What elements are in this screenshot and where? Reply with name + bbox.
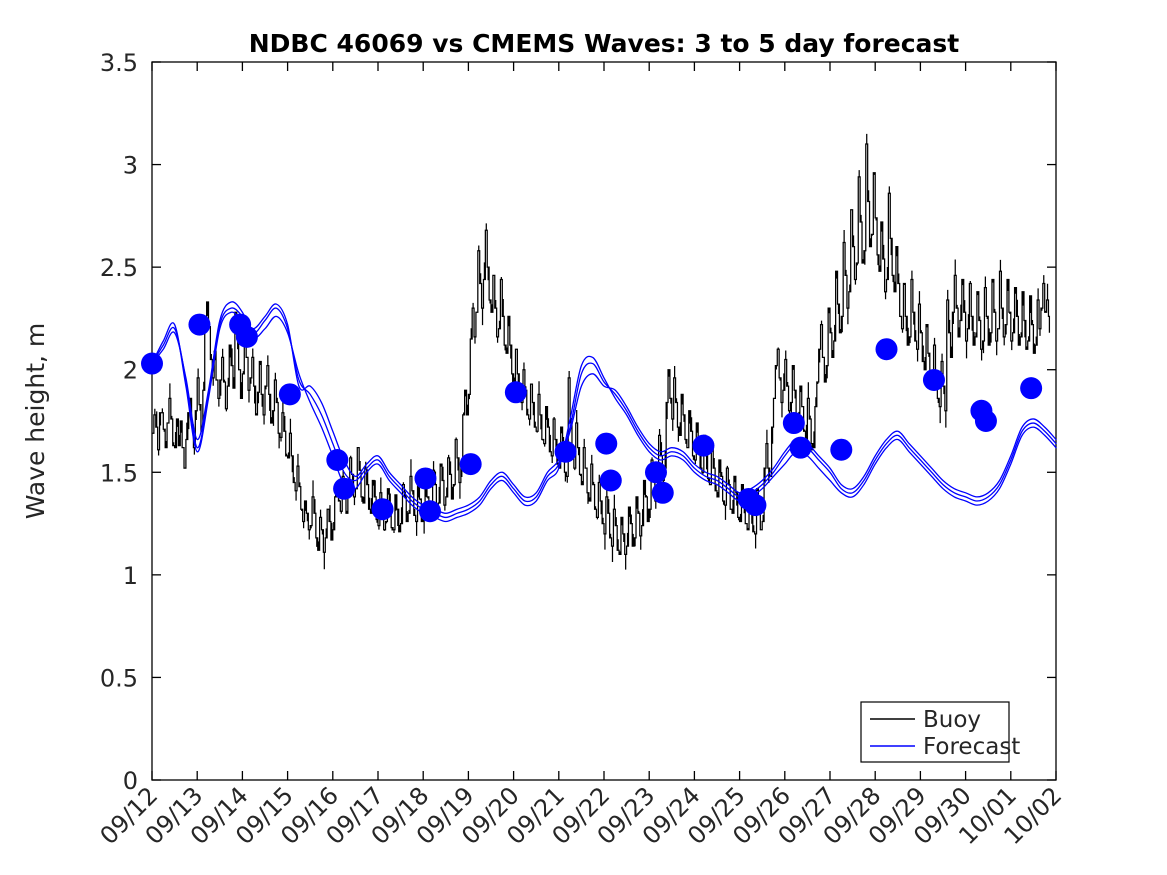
forecast-marker-dot [644, 461, 667, 484]
legend-box [860, 701, 1010, 763]
forecast-marker-dot [595, 432, 618, 455]
chart-title: NDBC 46069 vs CMEMS Waves: 3 to 5 day fo… [249, 29, 960, 58]
forecast-marker-dot [830, 438, 853, 461]
forecast-marker-dot [278, 383, 301, 406]
forecast-marker-dot [599, 469, 622, 492]
forecast-marker-dot [504, 381, 527, 404]
y-tick-label: 3.5 [100, 49, 138, 77]
y-tick-label: 1.5 [100, 459, 138, 487]
forecast-marker-dot [744, 494, 767, 517]
y-tick-label: 1 [123, 562, 138, 590]
y-tick-label: 0.5 [100, 664, 138, 692]
forecast-marker-dot [922, 368, 945, 391]
forecast-marker-dot [875, 338, 898, 361]
legend-label-forecast: Forecast [923, 734, 1020, 760]
legend-label-buoy: Buoy [923, 707, 981, 733]
forecast-marker-dot [459, 453, 482, 476]
series-line-forecast-1 [151, 307, 1057, 519]
y-tick-label: 3 [123, 152, 138, 180]
series-layer [151, 133, 1057, 570]
y-axis-ticks: 0 0.5 1 1.5 2 2.5 3 3.5 [100, 49, 1056, 795]
y-tick-label: 2 [123, 357, 138, 385]
forecast-marker-dot [782, 412, 805, 435]
forecast-marker-dot [326, 448, 349, 471]
y-axis-label-text: Wave height, m [21, 323, 50, 520]
forecast-marker-dot [974, 410, 997, 432]
series-line-forecast-3 [151, 303, 1057, 514]
forecast-marker-dot [651, 481, 674, 504]
forecast-marker-dot [188, 313, 211, 336]
series-line-buoy [152, 133, 1051, 570]
forecast-marker-dot [333, 477, 356, 500]
forecast-marker-dot [554, 440, 577, 463]
y-axis-label: Wave height, m [21, 323, 50, 520]
forecast-marker-dot [418, 500, 441, 523]
forecast-marker-dot [141, 352, 163, 375]
forecast-marker-dot [235, 325, 258, 348]
forecast-marker-dot [692, 434, 715, 457]
series-line-forecast-2 [151, 301, 1057, 523]
y-tick-label: 2.5 [100, 254, 138, 282]
forecast-marker-dot [371, 498, 394, 521]
forecast-markers [141, 313, 1043, 523]
forecast-marker-dot [789, 436, 812, 459]
y-tick-label: 0 [123, 767, 138, 795]
forecast-marker-dot [1020, 377, 1043, 400]
forecast-marker-dot [414, 467, 437, 490]
